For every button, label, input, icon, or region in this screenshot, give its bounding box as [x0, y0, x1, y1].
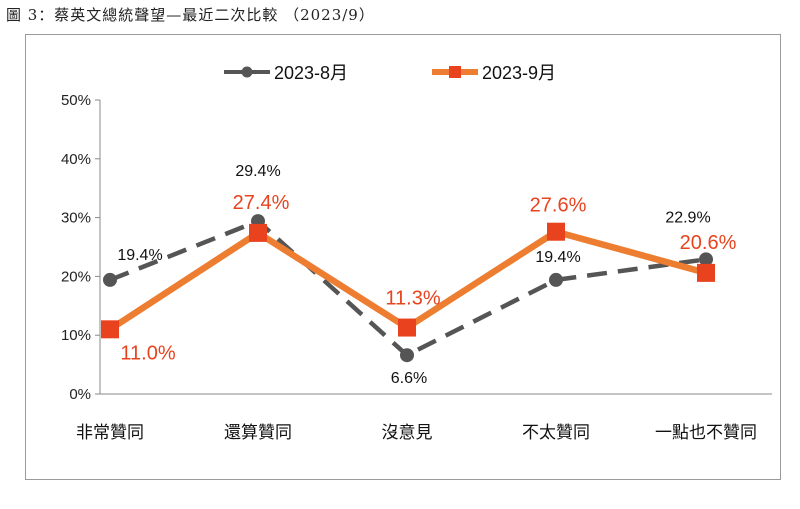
data-label-sep: 11.3%: [385, 288, 440, 310]
figure-title: 圖 3：蔡英文總統聲望—最近二次比較 （2023/9）: [6, 6, 375, 24]
y-tick-label: 0%: [69, 386, 91, 403]
data-point-aug: [103, 272, 117, 287]
data-label-sep: 20.6%: [680, 232, 737, 254]
data-label-aug: 19.4%: [535, 249, 580, 266]
y-tick-label: 20%: [61, 268, 91, 285]
y-tick-label: 30%: [61, 210, 91, 227]
data-label-sep: 27.4%: [233, 192, 290, 214]
data-point-aug: [699, 252, 713, 267]
data-point-sep: [249, 223, 267, 242]
x-category-label: 還算贊同: [224, 423, 292, 443]
y-tick-label: 10%: [61, 327, 91, 344]
data-label-aug: 22.9%: [665, 209, 710, 226]
y-tick-label: 50%: [61, 92, 91, 109]
data-point-sep: [547, 222, 565, 241]
data-label-sep: 11.0%: [120, 342, 175, 364]
x-category-label: 不太贊同: [522, 423, 590, 443]
data-point-aug: [400, 348, 414, 363]
legend-label-aug: 2023-8月: [274, 63, 348, 83]
data-point-sep: [398, 318, 416, 337]
legend-label-sep: 2023-9月: [482, 63, 556, 83]
data-point-sep: [697, 263, 715, 282]
x-category-label: 沒意見: [382, 423, 433, 443]
data-point-sep: [101, 320, 119, 339]
data-label-aug: 6.6%: [391, 370, 427, 387]
data-point-aug: [549, 272, 563, 287]
data-label-sep: 27.6%: [530, 195, 587, 217]
chart-frame: [25, 34, 781, 480]
y-tick-label: 40%: [61, 151, 91, 168]
data-label-aug: 19.4%: [117, 247, 162, 264]
legend-marker-sep: [449, 66, 461, 78]
legend-marker-aug: [241, 66, 253, 78]
x-category-label: 非常贊同: [76, 423, 144, 443]
x-category-label: 一點也不贊同: [655, 423, 757, 443]
data-label-aug: 29.4%: [235, 163, 280, 180]
